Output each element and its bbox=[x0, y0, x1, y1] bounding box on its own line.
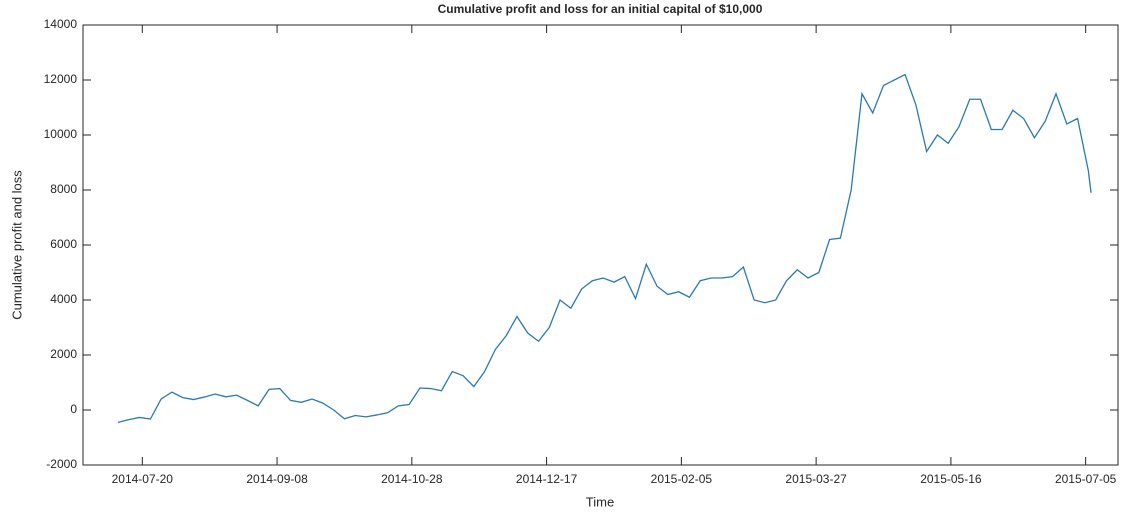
x-tick-label: 2015-02-05 bbox=[651, 472, 713, 486]
x-tick-label: 2014-10-28 bbox=[381, 472, 443, 486]
x-tick-label: 2014-12-17 bbox=[516, 472, 578, 486]
x-axis-label: Time bbox=[586, 494, 614, 509]
chart-title: Cumulative profit and loss for an initia… bbox=[438, 2, 763, 16]
y-tick-label: -2000 bbox=[46, 457, 77, 471]
y-tick-label: 14000 bbox=[44, 17, 78, 31]
x-tick-label: 2015-03-27 bbox=[785, 472, 847, 486]
x-tick-label: 2014-07-20 bbox=[112, 472, 174, 486]
y-tick-label: 2000 bbox=[50, 347, 77, 361]
y-tick-label: 12000 bbox=[44, 72, 78, 86]
y-tick-label: 4000 bbox=[50, 292, 77, 306]
x-tick-label: 2015-05-16 bbox=[920, 472, 982, 486]
line-series bbox=[117, 73, 1092, 424]
y-tick-label: 0 bbox=[70, 402, 77, 416]
y-axis-label: Cumulative profit and loss bbox=[9, 170, 24, 320]
y-tick-label: 8000 bbox=[50, 182, 77, 196]
x-tick-label: 2014-09-08 bbox=[246, 472, 308, 486]
y-tick-label: 6000 bbox=[50, 237, 77, 251]
x-tick-label: 2015-07-05 bbox=[1055, 472, 1117, 486]
y-tick-label: 10000 bbox=[44, 127, 78, 141]
axes-box bbox=[82, 24, 1119, 466]
